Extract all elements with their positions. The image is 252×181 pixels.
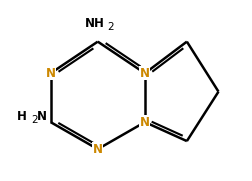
Text: N: N (92, 143, 102, 156)
Text: 2: 2 (31, 115, 38, 125)
Text: H: H (17, 110, 27, 123)
Text: NH: NH (85, 17, 104, 30)
Text: N: N (45, 67, 55, 80)
Text: 2: 2 (107, 22, 113, 32)
Text: N: N (36, 110, 46, 123)
Text: N: N (139, 67, 149, 80)
Text: N: N (139, 116, 149, 129)
